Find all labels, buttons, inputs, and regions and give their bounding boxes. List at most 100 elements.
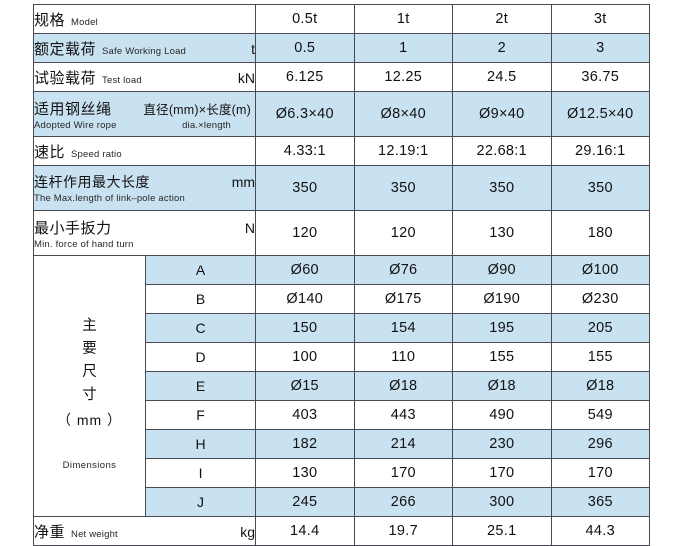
row-header-cell: 试验载荷 Test load kN xyxy=(32,62,257,92)
table-body: 规格 Model 0.5t 1t 2t 3t 额定载荷 Safe Working Load t 0… xyxy=(32,4,651,546)
data-cell: Ø190 xyxy=(452,284,552,314)
data-cell: Ø140 xyxy=(255,284,355,314)
dimension-letter-cell: E xyxy=(144,371,257,401)
data-cell: 155 xyxy=(452,342,552,372)
data-cell: 350 xyxy=(255,165,355,211)
data-cell: 130 xyxy=(452,210,552,256)
row-label-cn: 试验载荷 xyxy=(34,69,97,87)
data-cell: 266 xyxy=(353,487,454,517)
row-header-cell: 规格 Model xyxy=(32,4,257,34)
data-cell: 205 xyxy=(550,313,651,343)
specification-table: 规格 Model 0.5t 1t 2t 3t 额定载荷 Safe Working Load t 0… xyxy=(32,4,651,546)
data-cell: 2t xyxy=(452,4,552,34)
data-cell: 245 xyxy=(255,487,355,517)
data-cell: 214 xyxy=(353,429,454,459)
table-row: E Ø15 Ø18 Ø18 Ø18 xyxy=(34,371,651,401)
dimension-letter-cell: C xyxy=(144,313,257,343)
table-row: 最小手扳力 N Min. force of hand turn 120 120 130 18… xyxy=(32,210,651,256)
data-cell: 350 xyxy=(353,165,454,211)
row-label-cn: 连杆作用最大长度 xyxy=(34,174,150,190)
data-cell: 155 xyxy=(550,342,651,372)
data-cell: 3 xyxy=(550,33,651,63)
data-cell: 350 xyxy=(550,165,651,211)
dimensions-label-cn-char: 要 xyxy=(82,341,97,358)
dimensions-label-cn-char: 寸 xyxy=(82,387,97,404)
dimensions-label-cn-char: 主 xyxy=(82,318,97,335)
row-header-cell: 速比 Speed ratio xyxy=(32,136,257,166)
data-cell: Ø175 xyxy=(353,284,454,314)
row-label-en: Adopted Wire rope xyxy=(34,119,117,131)
dimension-letter-cell: I xyxy=(144,458,257,488)
data-cell: 120 xyxy=(353,210,454,256)
data-cell: Ø9×40 xyxy=(452,91,552,137)
row-label-en: The Max.length of link–pole action xyxy=(34,193,185,204)
data-cell: 22.68:1 xyxy=(452,136,552,166)
data-cell: 12.25 xyxy=(353,62,454,92)
data-cell: 403 xyxy=(255,400,355,430)
data-cell: 154 xyxy=(353,313,454,343)
data-cell: 12.19:1 xyxy=(353,136,454,166)
data-cell: 44.3 xyxy=(550,516,651,546)
row-unit-label: kN xyxy=(237,69,256,86)
data-cell: Ø60 xyxy=(255,255,355,285)
table-row: 额定载荷 Safe Working Load t 0.5 1 2 3 xyxy=(32,33,651,63)
data-cell: 443 xyxy=(353,400,454,430)
row-label-en: Net weight xyxy=(71,528,118,540)
table-row: J 245 266 300 365 xyxy=(34,487,651,517)
data-cell: Ø18 xyxy=(353,371,454,401)
data-cell: Ø100 xyxy=(550,255,651,285)
table-row: 主要尺寸 （ mm ） Dimensions A Ø60 Ø76 Ø90 Ø100 xyxy=(33,255,651,517)
table-row: D 100 110 155 155 xyxy=(34,342,651,372)
row-label-cn: 速比 xyxy=(34,143,66,161)
data-cell: 24.5 xyxy=(452,62,552,92)
row-label-cn: 额定载荷 xyxy=(34,40,97,58)
data-cell: 549 xyxy=(550,400,651,430)
dimensions-label-en: Dimensions xyxy=(62,459,117,471)
spec-table-sheet: 规格 Model 0.5t 1t 2t 3t 额定载荷 Safe Working Load t 0… xyxy=(32,4,651,546)
table-row: C 150 154 195 205 xyxy=(34,313,651,343)
data-cell: 150 xyxy=(255,313,355,343)
data-cell: 365 xyxy=(550,487,651,517)
data-cell: 170 xyxy=(353,458,454,488)
data-cell: Ø76 xyxy=(353,255,454,285)
row-label-cn: 适用钢丝绳 xyxy=(34,100,112,118)
dimension-letter-cell: D xyxy=(144,342,257,372)
row-label-cn: 最小手扳力 xyxy=(34,219,112,237)
row-header-cell: 最小手扳力 N Min. force of hand turn xyxy=(32,210,257,256)
row-header-cell: 额定载荷 Safe Working Load t xyxy=(32,33,257,63)
row-unit-label: N xyxy=(244,219,256,236)
row-label-cn: 规格 xyxy=(34,11,66,29)
row-unit-label: mm xyxy=(231,174,256,190)
data-cell: 0.5t xyxy=(255,4,355,34)
row-unit-label: kg xyxy=(240,523,256,540)
data-cell: Ø230 xyxy=(550,284,651,314)
row-label-en: Safe Working Load xyxy=(102,45,187,57)
data-cell: 170 xyxy=(550,458,651,488)
data-cell: 120 xyxy=(255,210,355,256)
table-row: 试验载荷 Test load kN 6.125 12.25 24.5 36.75 xyxy=(32,62,651,92)
data-cell: 300 xyxy=(452,487,552,517)
data-cell: Ø18 xyxy=(550,371,651,401)
data-cell: Ø90 xyxy=(452,255,552,285)
row-label-en: Speed ratio xyxy=(71,148,122,160)
table-row: 净重 Net weight kg 14.4 19.7 25.1 44.3 xyxy=(32,516,651,546)
data-cell: 110 xyxy=(353,342,454,372)
data-cell: 180 xyxy=(550,210,651,256)
row-label-en: Test load xyxy=(102,74,142,86)
row-header-cell: 适用钢丝绳 直径(mm)×长度(m) Adopted Wire rope dia.×l… xyxy=(32,91,257,137)
table-row: I 130 170 170 170 xyxy=(34,458,651,488)
data-cell: Ø8×40 xyxy=(353,91,454,137)
dimensions-label-cn-char: 尺 xyxy=(82,364,97,381)
data-cell: 4.33:1 xyxy=(255,136,355,166)
table-row: B Ø140 Ø175 Ø190 Ø230 xyxy=(34,284,651,314)
table-row: 速比 Speed ratio 4.33:1 12.19:1 22.68:1 29.16:1 xyxy=(32,136,651,166)
row-header-cell: 连杆作用最大长度 mm The Max.length of link–pole ac… xyxy=(32,165,257,211)
data-cell: 182 xyxy=(255,429,355,459)
data-cell: 170 xyxy=(452,458,552,488)
dimensions-label-unit: （ mm ） xyxy=(56,412,123,429)
data-cell: 296 xyxy=(550,429,651,459)
data-cell: 230 xyxy=(452,429,552,459)
dimension-letter-cell: F xyxy=(144,400,257,430)
data-cell: 130 xyxy=(255,458,355,488)
row-label-en: Model xyxy=(71,16,98,28)
